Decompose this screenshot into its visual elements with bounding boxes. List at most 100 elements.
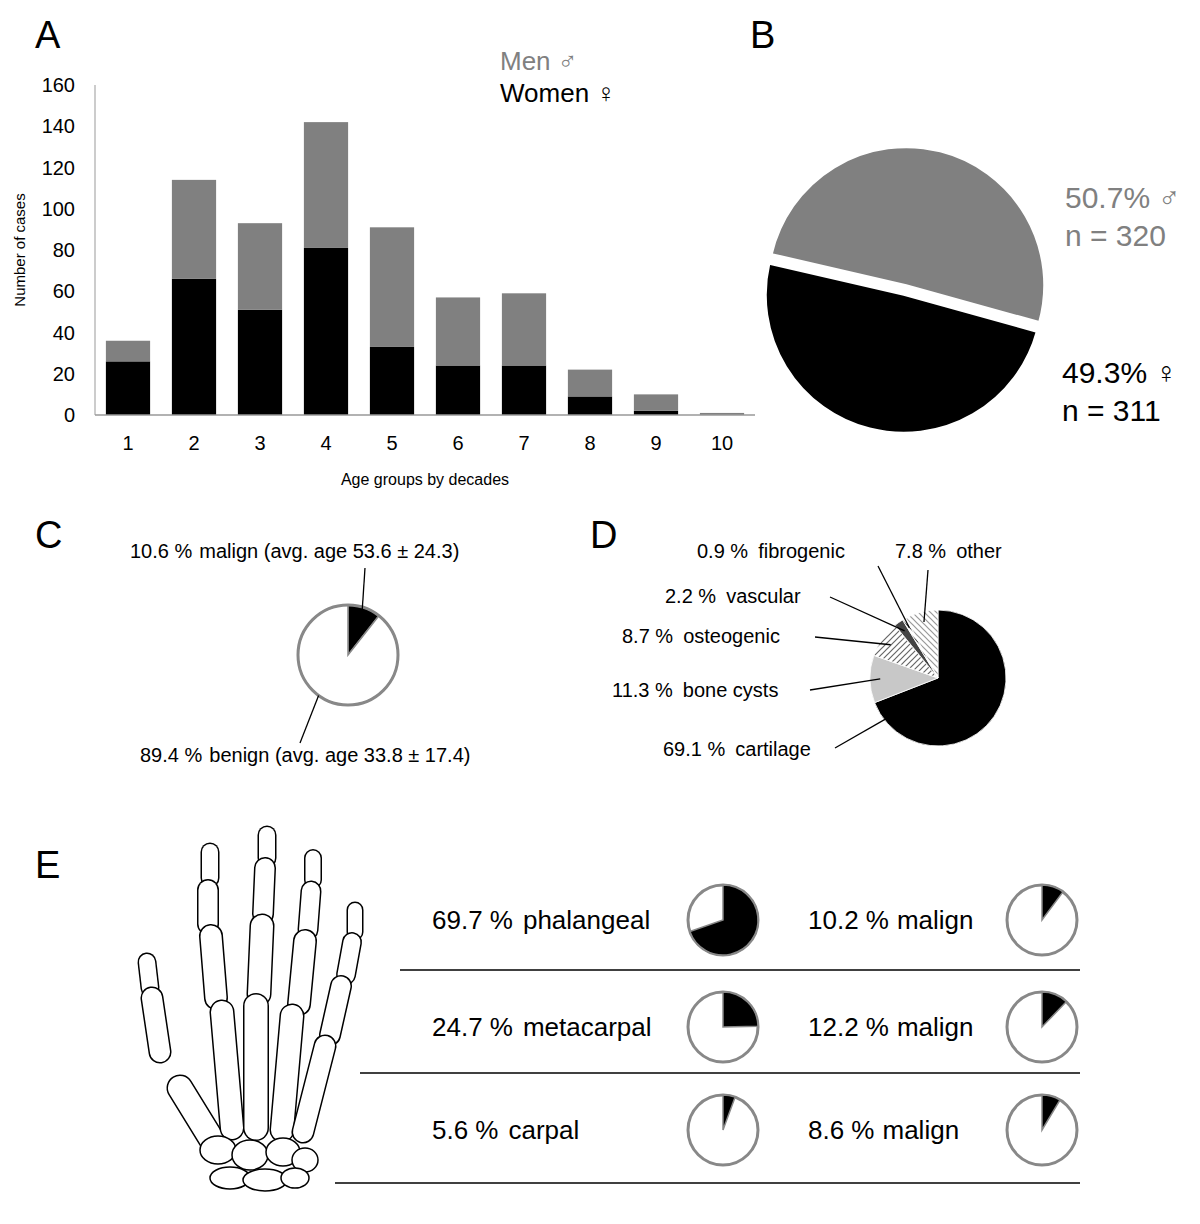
bone xyxy=(245,1006,268,1128)
pie-outline xyxy=(298,605,398,705)
category-label: ♂ xyxy=(1158,181,1181,214)
pie-slice xyxy=(906,610,938,678)
pie-label: 50.7%♂ xyxy=(1065,181,1181,214)
mini-pie-bg xyxy=(1007,992,1077,1062)
category-label: malign xyxy=(897,1012,974,1042)
category-label: fibrogenic xyxy=(758,540,845,562)
location-label: 69.7 %phalangeal xyxy=(432,905,650,935)
category-label: malign xyxy=(883,1115,960,1145)
leader-line xyxy=(815,637,891,645)
pie-slice xyxy=(298,605,398,705)
bar xyxy=(304,248,348,415)
category-label: ♀ xyxy=(1155,356,1178,389)
pie-label: 11.3 %bone cysts xyxy=(612,679,778,701)
mini-pie-bg xyxy=(1007,1095,1077,1165)
bone xyxy=(330,986,341,1035)
value-label: 24.7 % xyxy=(432,1012,513,1042)
value-label: 8.7 % xyxy=(622,625,673,647)
bone-outline xyxy=(304,858,322,880)
pie-label: 2.2 %vascular xyxy=(665,585,801,607)
panel-letter: C xyxy=(35,514,62,556)
bar xyxy=(370,227,414,347)
panel-letter: A xyxy=(35,14,61,56)
bone-outline xyxy=(303,1046,325,1132)
bone-outline xyxy=(152,998,160,1052)
bone xyxy=(152,998,160,1052)
value-label: 7.8 % xyxy=(895,540,946,562)
pie-slice xyxy=(1042,992,1066,1027)
x-axis-label: Age groups by decades xyxy=(341,471,509,488)
x-tick-label: 1 xyxy=(122,432,133,454)
y-tick-label: 0 xyxy=(64,404,75,426)
bone xyxy=(299,941,305,1004)
bone-outline xyxy=(346,942,352,975)
bone-outline xyxy=(180,1088,212,1140)
x-tick-label: 5 xyxy=(386,432,397,454)
bone-outline xyxy=(201,852,220,878)
bone xyxy=(259,835,275,858)
bone-outline xyxy=(308,891,311,930)
bone xyxy=(211,936,216,998)
pie-label: 8.7 %osteogenic xyxy=(622,625,780,647)
bar xyxy=(568,370,612,397)
bone xyxy=(202,852,218,878)
bone xyxy=(303,1046,325,1132)
category-label: bone cysts xyxy=(683,679,779,701)
bar xyxy=(370,347,414,415)
category-label: cartilage xyxy=(735,738,811,760)
bar xyxy=(502,293,546,365)
pie-label: 89.4 %benign (avg. age 33.8 ± 17.4) xyxy=(140,744,470,766)
value-label: 89.4 % xyxy=(140,744,202,766)
bone xyxy=(348,910,362,932)
bone xyxy=(180,1088,212,1140)
bone-outline xyxy=(282,1016,292,1130)
value-label: 2.2 % xyxy=(665,585,716,607)
pie-slice xyxy=(766,264,1037,433)
bone xyxy=(306,858,321,880)
bar xyxy=(106,341,150,362)
pie-slice xyxy=(1042,885,1063,920)
bone xyxy=(282,1016,292,1130)
bone xyxy=(263,868,265,914)
malign-label: 10.2 %malign xyxy=(808,905,974,935)
pie-label: 7.8 % other xyxy=(895,540,1002,562)
bone-outline xyxy=(347,910,364,932)
bar xyxy=(106,361,150,415)
bone-outline xyxy=(197,890,219,924)
carpal-bone xyxy=(281,1168,309,1188)
panel-letter: D xyxy=(590,514,617,556)
legend-entry: Men ♂ xyxy=(500,46,577,76)
bone-outline xyxy=(243,1006,269,1128)
bone-outline xyxy=(330,986,341,1035)
value-label: 10.2 % xyxy=(808,905,889,935)
hand-skeleton xyxy=(147,835,355,1191)
value-label: 5.6 % xyxy=(432,1115,499,1145)
legend-entry: Women ♀ xyxy=(500,78,616,108)
y-tick-label: 60 xyxy=(53,280,75,302)
bone-outline xyxy=(263,868,265,914)
x-tick-label: 10 xyxy=(711,432,733,454)
leader-line xyxy=(300,695,319,743)
x-tick-label: 9 xyxy=(650,432,661,454)
y-tick-label: 120 xyxy=(42,157,75,179)
carpal-bone xyxy=(243,1169,287,1191)
x-tick-label: 8 xyxy=(584,432,595,454)
bone-outline xyxy=(258,835,277,858)
leader-line xyxy=(362,568,365,615)
category-label: metacarpal xyxy=(523,1012,652,1042)
value-label: 49.3% xyxy=(1062,356,1147,389)
bone xyxy=(308,891,311,930)
malign-label: 8.6 %malign xyxy=(808,1115,959,1145)
bars xyxy=(106,122,744,415)
pie-label: 49.3%♀ xyxy=(1062,356,1178,389)
pie-label: 0.9 %fibrogenic xyxy=(697,540,845,562)
bone xyxy=(199,890,218,924)
bar xyxy=(172,180,216,279)
pie-slice xyxy=(723,1095,735,1130)
bone xyxy=(259,926,262,994)
x-tick-label: 6 xyxy=(452,432,463,454)
y-tick-label: 20 xyxy=(53,363,75,385)
y-tick-label: 140 xyxy=(42,115,75,137)
category-label: other xyxy=(956,540,1002,562)
x-tick-label: 4 xyxy=(320,432,331,454)
